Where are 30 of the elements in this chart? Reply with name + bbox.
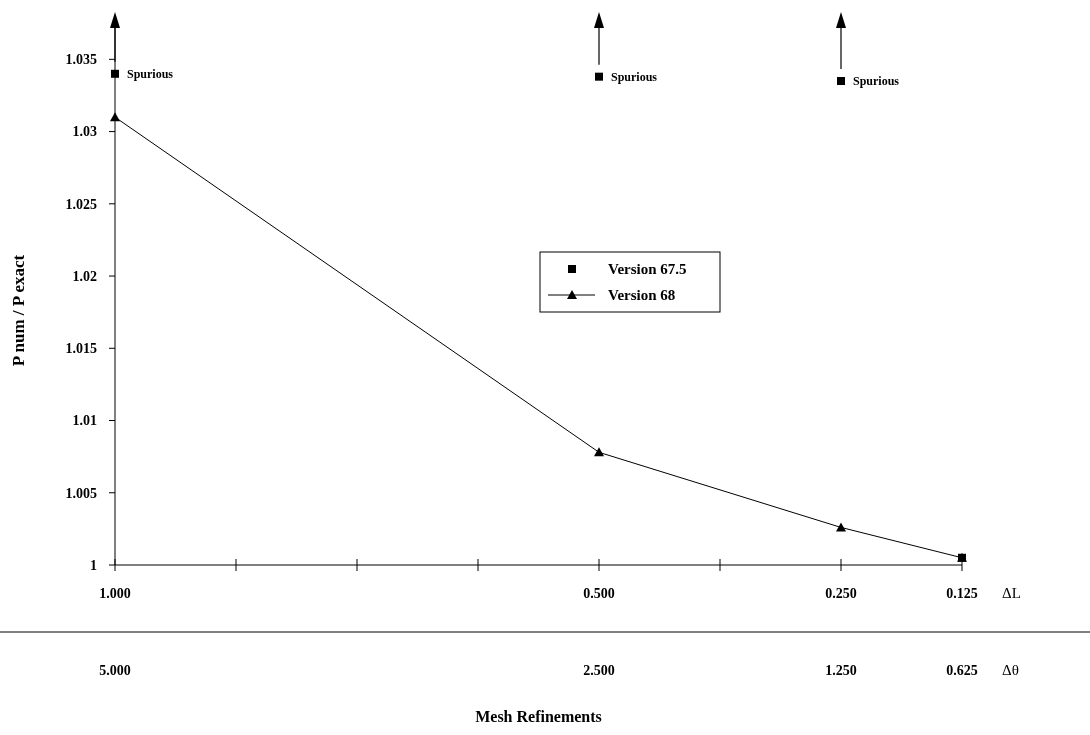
x-tick-label: 0.250 (825, 586, 857, 601)
point (110, 112, 120, 122)
legend-label: Version 68 (608, 287, 676, 304)
annotation: Spurious (853, 74, 900, 89)
y-tick-label: 1.02 (72, 268, 97, 284)
point (837, 77, 845, 86)
x2-tick-label: 5.000 (99, 663, 131, 678)
y-tick-label: 1.025 (65, 196, 97, 212)
y-tick-label: 1.005 (65, 485, 97, 501)
point (594, 447, 604, 457)
x-tick-label: 1.000 (99, 586, 131, 601)
y-axis-title: P num / P exact (9, 254, 28, 367)
annotation: Spurious (611, 69, 658, 84)
x2-tick-label: 2.500 (583, 663, 615, 678)
y-tick-label: 1.015 (65, 341, 97, 357)
text: ΔL (1002, 585, 1021, 601)
x-axis-title: Mesh Refinements (475, 708, 602, 725)
y-tick-label: 1.035 (65, 52, 97, 68)
x2-axis-title: Δθ (1002, 662, 1019, 678)
x2-tick-label: 1.250 (825, 663, 857, 678)
legend-label: Version 67.5 (608, 261, 687, 278)
point (595, 72, 603, 81)
y-tick-label: 1 (90, 557, 97, 573)
annotation: Spurious (127, 66, 174, 81)
point (111, 69, 119, 78)
x2-tick-label: 0.625 (946, 663, 978, 678)
x-tick-label: 0.500 (583, 586, 615, 601)
x-tick-label: 0.125 (946, 586, 978, 601)
y-tick-label: 1.01 (72, 413, 97, 429)
y-tick-label: 1.03 (72, 124, 97, 140)
